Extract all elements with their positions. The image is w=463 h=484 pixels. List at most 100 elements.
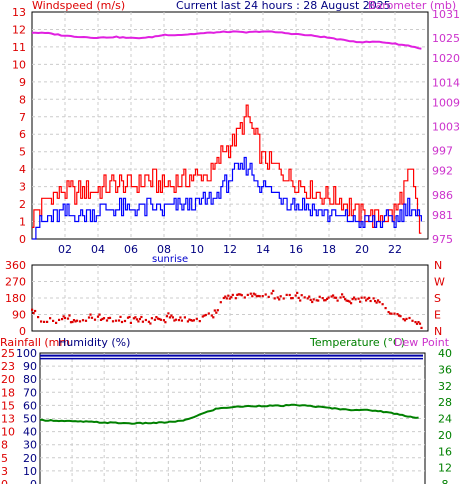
direction-point: [342, 295, 345, 299]
direction-point: [138, 317, 141, 321]
direction-point: [195, 317, 198, 320]
humidity-tick-label: 30: [23, 439, 37, 452]
direction-point: [252, 292, 255, 295]
left-tick-label: 13: [12, 6, 26, 19]
direction-point: [105, 319, 109, 322]
direction-point: [396, 313, 399, 316]
direction-point: [150, 317, 153, 320]
direction-point: [174, 318, 177, 321]
x-tick-label: 10: [190, 243, 204, 256]
right-tick-label: 1020: [432, 52, 460, 65]
left-tick-label: 6: [19, 128, 26, 141]
direction-point: [399, 315, 402, 318]
direction-point: [278, 298, 281, 301]
direction-point: [101, 317, 104, 321]
direction-point: [270, 292, 273, 295]
direction-point: [299, 299, 302, 302]
direction-point: [347, 299, 350, 302]
direction-point: [216, 309, 219, 312]
direction-point: [368, 296, 371, 299]
right-tick-label: W: [434, 276, 445, 289]
direction-point: [335, 296, 338, 299]
direction-point: [397, 314, 401, 317]
direction-point: [141, 320, 144, 323]
direction-point: [222, 296, 225, 300]
direction-point: [254, 293, 257, 296]
direction-point: [333, 296, 336, 299]
direction-point: [405, 317, 408, 320]
direction-point: [321, 297, 324, 300]
direction-point: [345, 299, 348, 302]
direction-point: [69, 321, 73, 324]
direction-point: [390, 312, 393, 315]
direction-point: [66, 317, 70, 320]
direction-point: [366, 297, 369, 300]
direction-point: [297, 296, 300, 299]
left-tick-label: 360: [5, 259, 26, 272]
direction-point: [246, 293, 249, 296]
humidity-tick-label: 50: [23, 413, 37, 426]
barometer-series: [32, 30, 422, 50]
direction-point: [318, 295, 321, 298]
direction-point: [164, 321, 167, 324]
temperature-tick-label: 20: [438, 429, 452, 442]
left-tick-label: 1: [19, 216, 26, 229]
direction-point: [117, 319, 121, 322]
x-tick-label: 12: [223, 243, 237, 256]
rainfall-title: Rainfall (mm: [0, 336, 70, 349]
left-tick-label: 8: [19, 93, 26, 106]
direction-point: [315, 299, 318, 302]
direction-point: [120, 320, 124, 324]
direction-point: [411, 319, 414, 322]
direction-point: [62, 315, 65, 318]
right-tick-label: N: [434, 259, 442, 272]
direction-point: [170, 314, 173, 317]
right-tick-label: E: [434, 309, 441, 322]
direction-point: [228, 297, 231, 300]
direction-point: [336, 299, 339, 302]
direction-point: [102, 317, 106, 320]
direction-point: [34, 309, 37, 313]
direction-point: [183, 316, 186, 319]
direction-point: [31, 308, 34, 311]
rainfall-tick-label: 0: [1, 478, 8, 484]
direction-point: [417, 321, 420, 324]
direction-point: [63, 316, 67, 319]
direction-point: [327, 296, 330, 299]
direction-point: [114, 319, 118, 322]
direction-point: [387, 311, 390, 314]
rainfall-tick-label: 23: [1, 360, 15, 373]
direction-point: [140, 315, 143, 319]
humidity-tick-label: 90: [23, 360, 37, 373]
left-tick-label: 180: [5, 292, 26, 305]
left-tick-label: 270: [5, 276, 26, 289]
direction-point: [98, 313, 101, 316]
direction-point: [311, 300, 314, 304]
direction-point: [219, 301, 222, 304]
direction-point: [378, 301, 381, 304]
dewpoint-title: Dew Point: [394, 336, 450, 349]
direction-point: [264, 293, 267, 296]
humidity-tick-label: 80: [23, 373, 37, 386]
direction-point: [255, 295, 258, 298]
direction-point: [126, 316, 130, 319]
direction-point: [389, 312, 392, 315]
direction-point: [78, 320, 82, 323]
left-tick-label: 11: [12, 41, 26, 54]
direction-point: [332, 294, 335, 297]
temperature-tick-label: 8: [442, 478, 449, 484]
direction-point: [240, 294, 243, 297]
direction-point: [46, 320, 49, 323]
direction-point: [171, 316, 174, 319]
left-tick-label: 0: [19, 233, 26, 246]
direction-point: [393, 312, 396, 315]
sunrise-label: sunrise: [152, 254, 188, 265]
left-tick-label: 0: [19, 325, 26, 338]
rainfall-tick-label: 25: [1, 347, 15, 360]
right-tick-label: 997: [432, 145, 453, 158]
direction-point: [52, 319, 55, 322]
direction-point: [81, 319, 85, 322]
direction-point: [132, 317, 135, 320]
rainfall-tick-label: 8: [1, 439, 8, 452]
direction-point: [96, 315, 100, 318]
